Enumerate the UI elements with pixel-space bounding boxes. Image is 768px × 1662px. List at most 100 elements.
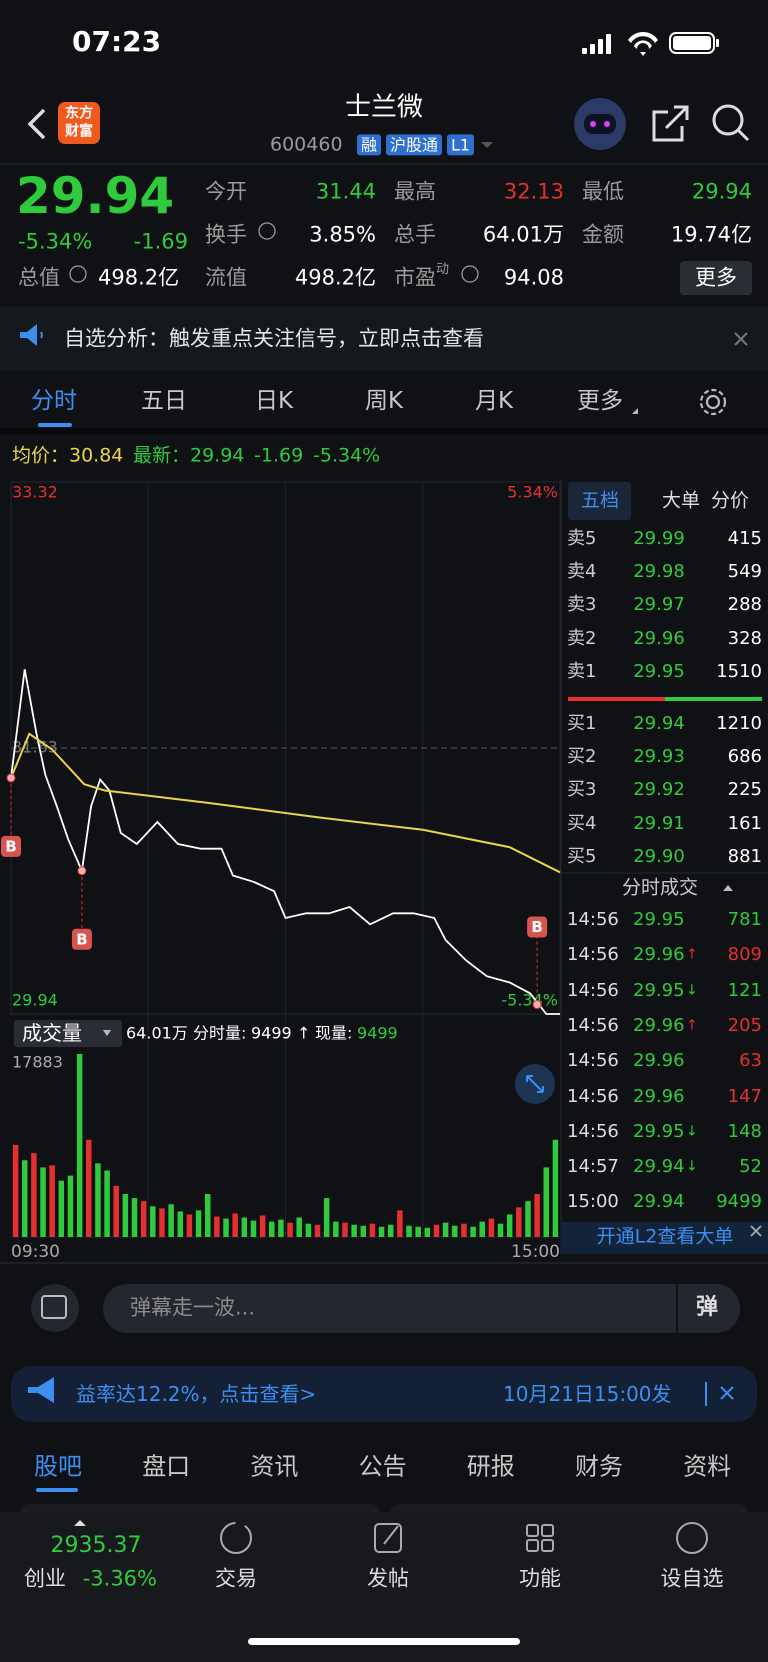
volume-bar [150, 1206, 156, 1237]
chart-tab[interactable]: 更多 [577, 388, 623, 415]
signal-point [77, 866, 87, 876]
l2-banner[interactable] [561, 1222, 768, 1254]
index-name: 创业 [24, 1566, 66, 1591]
logo[interactable] [58, 102, 100, 144]
volume-bar [31, 1153, 37, 1237]
back-button[interactable] [27, 108, 46, 140]
level-label: 买4 [567, 812, 597, 834]
chart-tab[interactable]: 日K [254, 388, 294, 415]
section-tab[interactable]: 公告 [358, 1452, 407, 1481]
nav-icons[interactable] [220, 1522, 708, 1554]
volume-bar [250, 1220, 257, 1237]
trade-direction: ↑ [686, 946, 698, 963]
info-icons[interactable] [69, 222, 479, 283]
level-label: 买5 [567, 846, 597, 867]
more-button[interactable] [680, 261, 752, 295]
volume-bar [86, 1139, 92, 1237]
section-tab[interactable]: 资讯 [250, 1452, 299, 1481]
notice-text[interactable]: 自选分析：触发重点关注信号，立即点击查看 [64, 326, 484, 351]
comment-placeholder[interactable]: 弹幕走一波... [130, 1295, 256, 1320]
signal-label: B [531, 918, 542, 936]
danmaku-settings[interactable] [31, 1284, 79, 1332]
volume-bar [21, 1160, 28, 1237]
field-value: 3.85% [309, 222, 376, 247]
orderbook-tab[interactable]: 大单 [661, 489, 701, 512]
level-price: 29.90 [633, 846, 685, 867]
signal-badge [527, 916, 548, 938]
orderbook-tab[interactable]: 分价 [710, 489, 750, 512]
settings-button[interactable] [699, 388, 727, 416]
volume-selector-label[interactable]: 成交量 [22, 1021, 82, 1045]
volume-bar [516, 1207, 522, 1237]
clock: 07:23 [72, 25, 162, 59]
danmaku-button[interactable]: 弹 [695, 1294, 719, 1320]
ticker-text[interactable]: 益率达12.2%，点击查看> [76, 1382, 317, 1406]
field-label: 换手 [205, 222, 247, 247]
level-volume: 288 [727, 594, 762, 616]
chart-tab[interactable]: 分时 [31, 388, 77, 415]
tab-indicator [38, 423, 72, 427]
level-volume: 549 [727, 561, 762, 583]
chart-tab[interactable]: 五日 [141, 388, 187, 415]
section-tab[interactable]: 财务 [575, 1452, 623, 1481]
notice-bar[interactable] [0, 307, 768, 371]
level-price: 29.98 [633, 561, 685, 583]
field-value: 31.44 [315, 179, 376, 204]
level-price: 29.99 [633, 528, 685, 550]
tag: L1 [447, 134, 475, 156]
volume-bar [296, 1217, 302, 1237]
field-label: 最低 [582, 179, 624, 204]
volume-bar [497, 1223, 504, 1237]
chart-tab[interactable]: 月K [474, 388, 514, 415]
volume-bar [49, 1165, 55, 1237]
summary-change: -1.69 [254, 444, 304, 467]
trade-time: 14:56 [567, 979, 619, 1001]
section-tab[interactable]: 盘口 [142, 1452, 191, 1481]
level-volume: 1210 [716, 713, 762, 735]
section-tab[interactable]: 资料 [683, 1452, 732, 1481]
volume-bar [387, 1224, 394, 1237]
close-notice[interactable] [734, 332, 748, 346]
field-value: 32.13 [503, 179, 564, 204]
volume-bar [534, 1194, 540, 1237]
signal-label: B [76, 930, 87, 948]
field-value: 94.08 [503, 265, 564, 290]
nav-label[interactable]: 设自选 [660, 1566, 724, 1591]
trade-price: 29.96 [633, 944, 685, 966]
x-tick-label: 09:30 [11, 1242, 60, 1262]
volume-bar [95, 1163, 101, 1237]
comment-input[interactable] [103, 1284, 740, 1333]
chart-tab[interactable]: 周K [364, 388, 404, 415]
search-button[interactable] [712, 104, 750, 142]
nav-label[interactable]: 交易 [215, 1566, 257, 1591]
volume-selector[interactable] [14, 1020, 122, 1047]
volume-bar [470, 1226, 476, 1237]
volume-bar [76, 1054, 83, 1237]
field-value: 498.2亿 [294, 265, 376, 290]
index-value[interactable]: 2935.37 [50, 1532, 142, 1558]
volume-bar [360, 1225, 367, 1237]
orderbook-tab[interactable]: 五档 [580, 489, 620, 512]
share-button[interactable] [652, 105, 689, 142]
section-tab[interactable]: 研报 [466, 1452, 515, 1481]
section-tab[interactable]: 股吧 [34, 1452, 82, 1481]
ticker-bar[interactable] [11, 1366, 757, 1422]
field-value: 498.2亿 [98, 265, 180, 290]
nav-label[interactable]: 发帖 [367, 1566, 409, 1591]
more-button[interactable]: 更多 [695, 265, 737, 290]
field-label: 总手 [394, 222, 436, 247]
y-tick-label: 17883 [12, 1053, 63, 1072]
dropdown-arrow[interactable] [481, 142, 493, 148]
level-volume: 328 [727, 627, 762, 649]
ticker-text[interactable]: 10月21日15:00发 [503, 1382, 672, 1406]
field-value: 29.94 [691, 179, 752, 204]
level-label: 卖2 [567, 627, 597, 649]
active-tab[interactable] [568, 482, 631, 520]
l2-banner-text[interactable]: 开通L2查看大单 [596, 1225, 734, 1248]
volume-bar [452, 1225, 458, 1237]
trade-volume: 205 [727, 1015, 762, 1037]
nav-label[interactable]: 功能 [519, 1566, 561, 1591]
change: -1.69 [133, 229, 188, 254]
